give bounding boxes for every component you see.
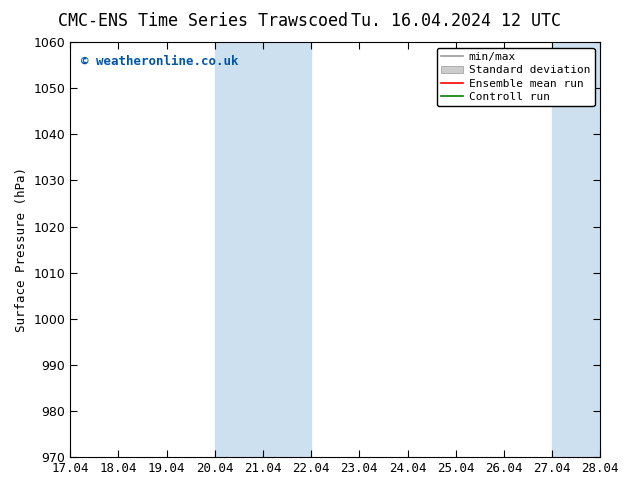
Bar: [215, 42, 311, 457]
Legend: min/max, Standard deviation, Ensemble mean run, Controll run: min/max, Standard deviation, Ensemble me…: [437, 48, 595, 106]
Text: CMC-ENS Time Series Trawscoed: CMC-ENS Time Series Trawscoed: [58, 12, 348, 30]
Y-axis label: Surface Pressure (hPa): Surface Pressure (hPa): [15, 167, 28, 332]
Bar: [552, 42, 600, 457]
Text: © weatheronline.co.uk: © weatheronline.co.uk: [81, 54, 238, 68]
Text: Tu. 16.04.2024 12 UTC: Tu. 16.04.2024 12 UTC: [351, 12, 562, 30]
